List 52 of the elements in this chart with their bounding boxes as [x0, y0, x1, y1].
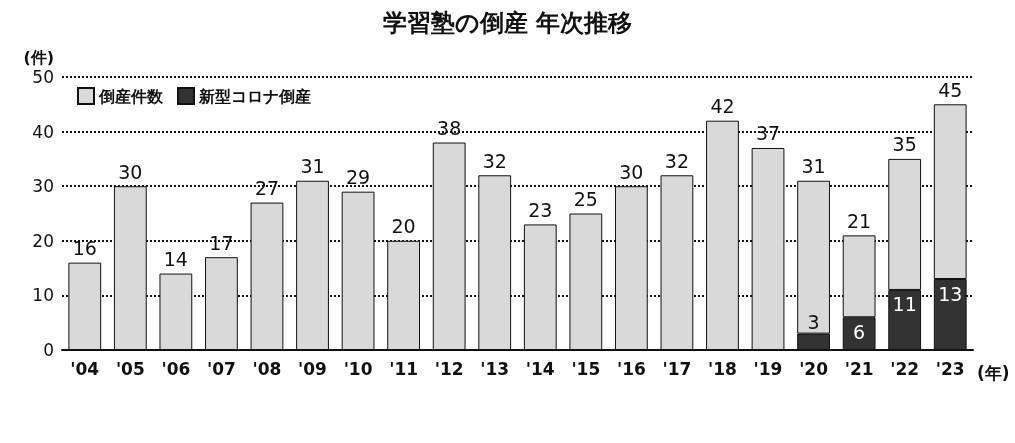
total-label: 25: [573, 188, 598, 210]
x-tick-label: '06: [161, 358, 191, 379]
chart-title: 学習塾の倒産 年次推移: [382, 9, 633, 37]
x-tick-label: '07: [206, 358, 236, 379]
y-tick-label: 30: [32, 176, 54, 197]
x-tick-label: '19: [753, 358, 783, 379]
total-label: 23: [528, 198, 553, 221]
x-tick-label: '05: [115, 358, 145, 379]
x-tick-label: '16: [616, 358, 646, 379]
legend-label: 新型コロナ倒産: [198, 86, 311, 106]
x-tick-label: '21: [844, 358, 874, 379]
x-tick-label: '10: [343, 358, 373, 379]
y-tick-label: 0: [43, 340, 54, 360]
total-label: 45: [938, 78, 963, 101]
total-label: 42: [710, 95, 735, 118]
total-label: 31: [300, 155, 325, 178]
total-label: 16: [72, 237, 97, 260]
total-label: 21: [847, 209, 872, 232]
y-tick-label: 50: [32, 67, 54, 87]
x-tick-label: '13: [480, 358, 510, 379]
total-label: 32: [664, 149, 690, 172]
total-label: 32: [482, 149, 507, 172]
legend-label: 倒産件数: [98, 86, 164, 106]
total-label: 14: [163, 248, 188, 271]
total-label: 35: [892, 133, 917, 156]
total-label: 17: [209, 231, 234, 254]
x-tick-label: '20: [799, 358, 829, 379]
total-label: 30: [118, 160, 143, 183]
y-axis-title: (件): [23, 47, 54, 67]
y-tick-label: 40: [32, 121, 54, 142]
x-tick-label: '15: [571, 358, 601, 379]
x-tick-label: '12: [434, 358, 464, 379]
x-tick-label: '09: [298, 358, 327, 379]
total-label: 20: [391, 215, 416, 238]
data-label: 6: [853, 320, 866, 343]
x-tick-label: '17: [662, 358, 692, 379]
data-label: 13: [938, 282, 963, 305]
x-tick-label: '22: [890, 358, 920, 379]
x-tick-label: '11: [389, 358, 419, 379]
x-tick-label: '14: [525, 358, 555, 379]
y-tick-label: 20: [32, 230, 54, 251]
total-label: 29: [345, 166, 371, 189]
x-tick-label: '23: [935, 358, 965, 379]
y-tick-label: 10: [32, 285, 54, 306]
x-tick-label: '08: [252, 358, 282, 379]
data-label: 3: [807, 311, 820, 334]
x-tick-label: '04: [70, 358, 100, 379]
total-label: 31: [801, 155, 826, 178]
total-label: 30: [619, 160, 644, 183]
data-label: 11: [892, 293, 917, 316]
x-axis-title: (年): [977, 362, 1010, 383]
x-tick-label: '18: [708, 358, 737, 379]
